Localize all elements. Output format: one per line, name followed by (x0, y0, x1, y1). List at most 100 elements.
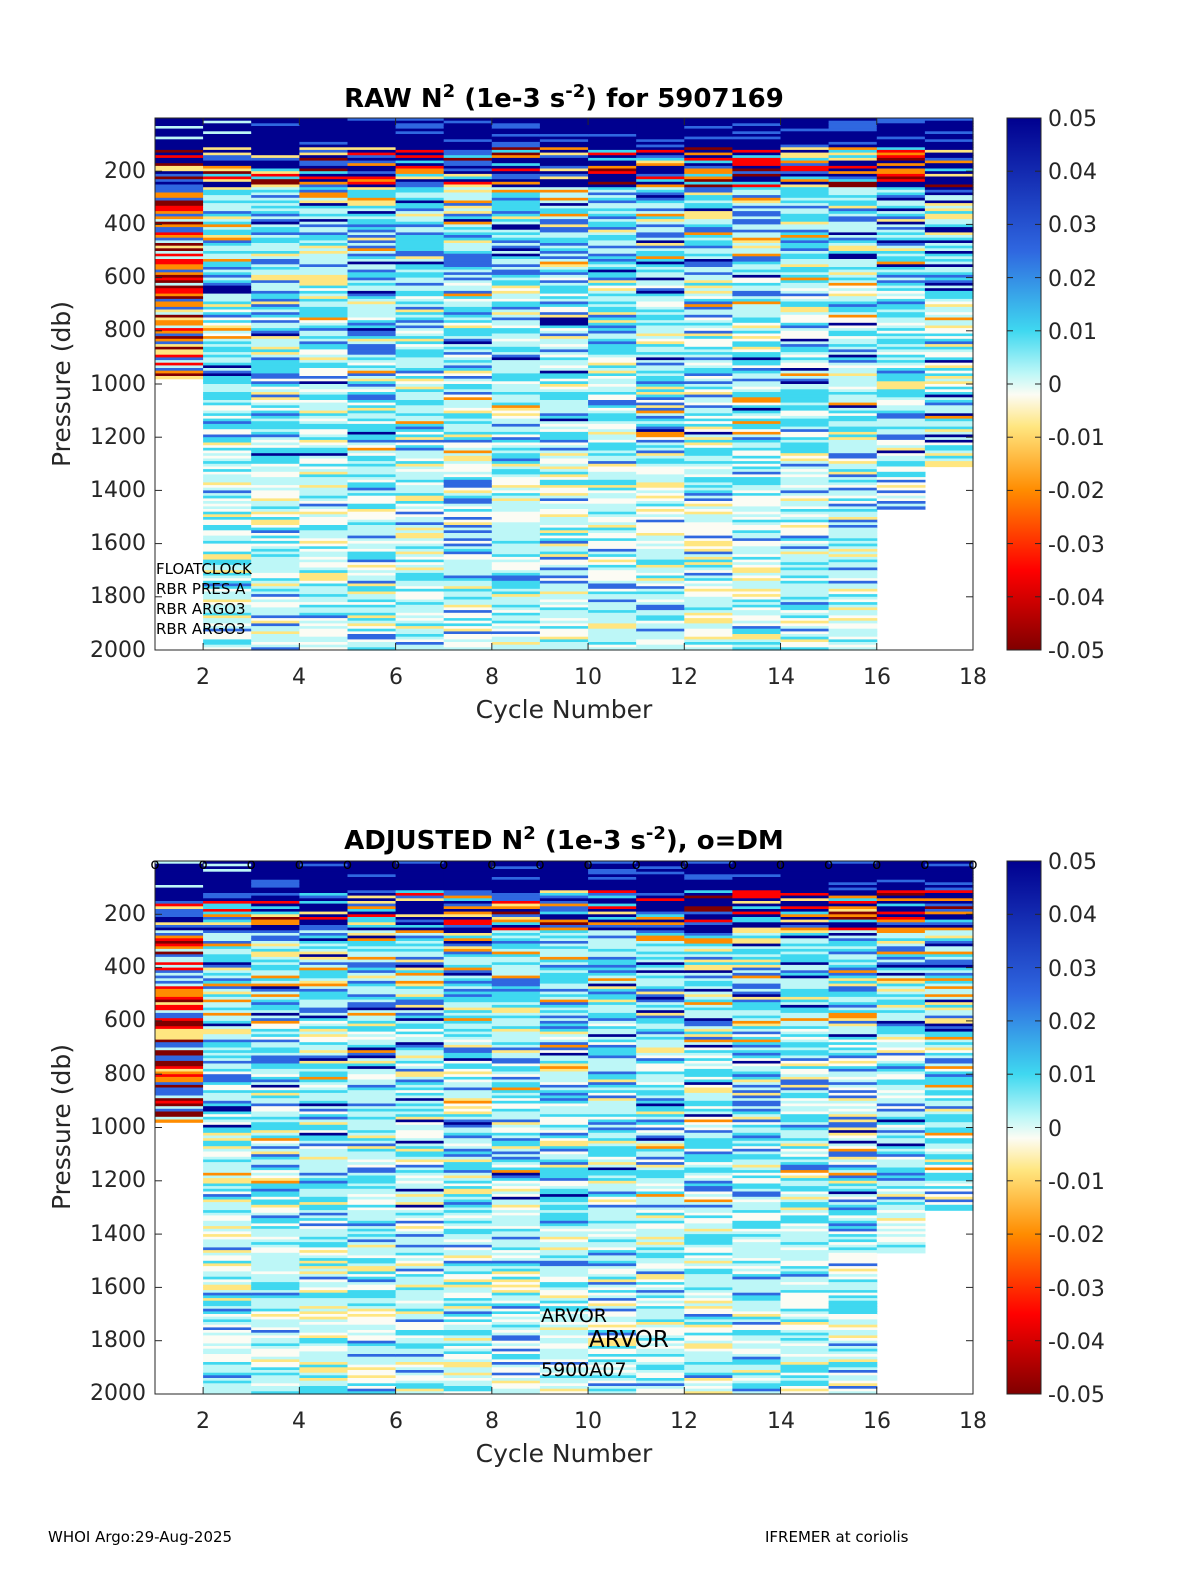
heatmap-cell (491, 1284, 541, 1288)
heatmap-cell (251, 418, 300, 422)
heatmap-cell (491, 1175, 541, 1179)
heatmap-cell (539, 1338, 589, 1342)
heatmap-cell (684, 442, 733, 446)
heatmap-cell (588, 272, 637, 276)
x-tick-label: 8 (485, 665, 499, 690)
heatmap-cell (155, 285, 204, 289)
heatmap-cell (299, 384, 349, 388)
y-tick-label: 800 (104, 318, 146, 343)
heatmap-cell (588, 471, 637, 476)
heatmap-cell (588, 224, 637, 228)
heatmap-cell (539, 134, 589, 138)
heatmap-cell (443, 519, 493, 523)
heatmap-cell (251, 1194, 300, 1198)
heatmap-cell (347, 421, 397, 425)
heatmap-cell (491, 1210, 541, 1214)
heatmap-cell (203, 506, 252, 510)
heatmap-cell (155, 877, 204, 881)
heatmap-cell (347, 245, 397, 249)
heatmap-cell (636, 631, 685, 635)
heatmap-cell (443, 1370, 493, 1374)
heatmap-cell (443, 439, 493, 444)
heatmap-cell (395, 498, 445, 502)
heatmap-cell (347, 1076, 397, 1081)
heatmap-cell (251, 370, 300, 374)
heatmap-cell (588, 248, 637, 252)
heatmap-cell (299, 586, 349, 590)
heatmap-cell (443, 964, 493, 969)
heatmap-cell (395, 642, 445, 646)
heatmap-cell (299, 264, 349, 268)
heatmap-cell (588, 450, 637, 454)
heatmap-cell (347, 1175, 397, 1179)
heatmap-cell (780, 402, 830, 406)
heatmap-cell (684, 567, 733, 571)
heatmap-cell (203, 1266, 252, 1270)
heatmap-cell (539, 612, 589, 617)
heatmap-cell (924, 251, 974, 255)
heatmap-cell (780, 224, 830, 228)
heatmap-cell (299, 349, 349, 353)
heatmap-cell (636, 583, 685, 587)
heatmap-cell (299, 338, 349, 343)
heatmap-cell (203, 160, 252, 164)
heatmap-cell (395, 407, 445, 412)
heatmap-cell (924, 415, 974, 420)
heatmap-cell (395, 314, 445, 319)
heatmap-cell (588, 293, 637, 297)
heatmap-cell (876, 293, 926, 297)
heatmap-cell (636, 564, 685, 569)
heatmap-cell (491, 197, 541, 202)
heatmap-cell (732, 232, 782, 236)
heatmap-cell (539, 647, 589, 651)
heatmap-cell (395, 213, 445, 218)
heatmap-cell (251, 954, 300, 958)
heatmap-cell (443, 1162, 493, 1166)
heatmap-cell (347, 1100, 397, 1105)
heatmap-cell (395, 1178, 445, 1182)
heatmap-cell (443, 1066, 493, 1070)
heatmap-cell (780, 288, 830, 292)
heatmap-cell (539, 1244, 589, 1249)
heatmap-cell (539, 623, 589, 627)
heatmap-cell (347, 405, 397, 409)
heatmap-cell (539, 251, 589, 255)
heatmap-cell (155, 261, 204, 265)
heatmap-cell (588, 410, 637, 414)
heatmap-cell (443, 1351, 493, 1355)
heatmap-cell (491, 548, 541, 553)
heatmap-cell (203, 240, 252, 244)
heatmap-cell (347, 1207, 397, 1211)
heatmap-cell (684, 389, 733, 393)
heatmap-cell (347, 370, 397, 374)
heatmap-cell (588, 378, 637, 382)
heatmap-cell (491, 1244, 541, 1249)
heatmap-cell (636, 620, 685, 624)
heatmap-cell (203, 1130, 252, 1134)
heatmap-cell (443, 628, 493, 632)
heatmap-cell (395, 1154, 445, 1158)
heatmap-cell (828, 564, 878, 569)
heatmap-cell (203, 935, 252, 939)
heatmap-cell (491, 628, 541, 632)
heatmap-cell (539, 956, 589, 961)
heatmap-cell (684, 477, 733, 481)
heatmap-cell (491, 149, 541, 154)
heatmap-cell (347, 1252, 397, 1257)
heatmap-cell (443, 1207, 493, 1211)
heatmap-cell (299, 376, 349, 380)
heatmap-cell (780, 386, 830, 390)
heatmap-cell (395, 986, 445, 990)
heatmap-cell (491, 463, 541, 468)
y-tick-label: 1200 (90, 425, 146, 450)
heatmap-cell (588, 171, 637, 175)
heatmap-cell (828, 152, 878, 156)
heatmap-cell (395, 1226, 445, 1230)
heatmap-cell (395, 527, 445, 531)
heatmap-cell (395, 248, 445, 252)
heatmap-cell (155, 245, 204, 249)
heatmap-cell (443, 1380, 493, 1384)
heatmap-cell (924, 312, 974, 316)
heatmap-cell (203, 354, 252, 358)
heatmap-cell (828, 538, 878, 542)
